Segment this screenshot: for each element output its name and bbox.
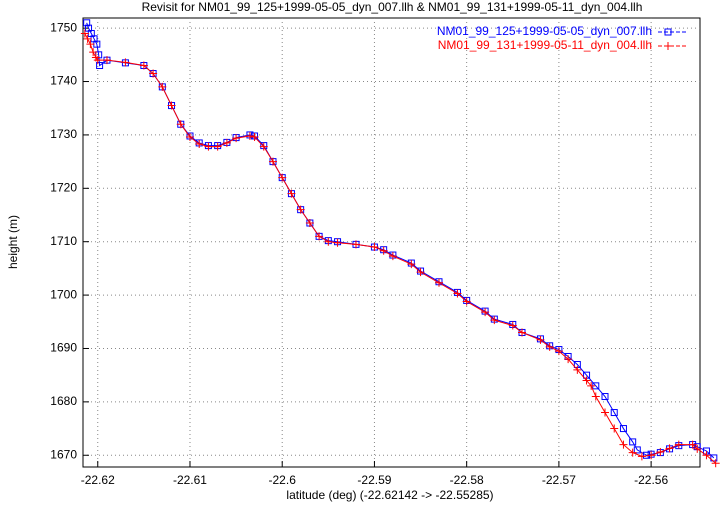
point bbox=[158, 82, 167, 91]
point bbox=[536, 335, 545, 344]
point bbox=[167, 101, 176, 110]
point bbox=[508, 321, 517, 330]
y-tick-label: 1750 bbox=[50, 20, 77, 34]
point bbox=[102, 56, 111, 65]
point bbox=[83, 34, 92, 43]
point bbox=[379, 246, 388, 255]
point bbox=[222, 138, 231, 147]
point bbox=[619, 425, 627, 433]
point bbox=[83, 19, 91, 27]
point bbox=[637, 452, 646, 461]
point bbox=[296, 205, 305, 214]
x-tick-label: -22.61 bbox=[173, 473, 207, 487]
point bbox=[278, 173, 287, 182]
point bbox=[388, 252, 397, 261]
point bbox=[674, 440, 683, 449]
point bbox=[370, 243, 379, 252]
point bbox=[619, 440, 628, 449]
point bbox=[185, 133, 194, 142]
point bbox=[711, 459, 720, 468]
x-tick-label: -22.62 bbox=[81, 473, 115, 487]
point bbox=[601, 408, 610, 417]
point bbox=[665, 444, 674, 453]
y-axis-label: height (m) bbox=[6, 215, 20, 269]
y-tick-label: 1690 bbox=[50, 341, 77, 355]
point bbox=[462, 297, 471, 306]
y-tick-label: 1670 bbox=[50, 447, 77, 461]
point bbox=[545, 342, 554, 351]
x-axis-label: latitude (deg) (-22.62142 -> -22.55285) bbox=[286, 488, 493, 502]
y-tick-label: 1710 bbox=[50, 234, 77, 248]
y-tick-label: 1720 bbox=[50, 180, 77, 194]
point bbox=[688, 440, 697, 449]
legend-marker bbox=[664, 28, 672, 36]
point bbox=[324, 237, 333, 246]
point bbox=[139, 61, 148, 70]
point bbox=[633, 446, 641, 454]
x-tick-label: -22.6 bbox=[269, 473, 297, 487]
point bbox=[204, 142, 213, 151]
y-tick-label: 1680 bbox=[50, 394, 77, 408]
point bbox=[315, 232, 324, 241]
point bbox=[518, 328, 527, 337]
point bbox=[710, 454, 718, 462]
plot-frame bbox=[82, 17, 701, 468]
point bbox=[407, 260, 416, 269]
chart-title: Revisit for NM01_99_125+1999-05-05_dyn_0… bbox=[142, 0, 643, 14]
legend-label: NM01_99_125+1999-05-05_dyn_007.llh bbox=[437, 24, 652, 38]
x-tick-label: -22.56 bbox=[634, 473, 668, 487]
point bbox=[587, 381, 596, 390]
point bbox=[149, 69, 158, 78]
point bbox=[245, 131, 254, 140]
point bbox=[80, 29, 89, 38]
series-line bbox=[84, 33, 717, 464]
point bbox=[176, 120, 185, 129]
point bbox=[93, 56, 102, 65]
point bbox=[573, 365, 582, 374]
point bbox=[351, 240, 360, 249]
point bbox=[628, 448, 637, 457]
point bbox=[656, 448, 665, 457]
y-tick-label: 1700 bbox=[50, 287, 77, 301]
point bbox=[287, 189, 296, 198]
x-tick-label: -22.57 bbox=[542, 473, 576, 487]
point bbox=[213, 142, 222, 151]
point bbox=[647, 451, 656, 460]
point bbox=[629, 438, 637, 446]
y-tick-label: 1740 bbox=[50, 74, 77, 88]
x-tick-label: -22.58 bbox=[450, 473, 484, 487]
point bbox=[250, 133, 259, 142]
point bbox=[481, 308, 490, 317]
point bbox=[693, 444, 702, 453]
point bbox=[601, 393, 609, 401]
point bbox=[591, 392, 600, 401]
point bbox=[434, 278, 443, 287]
point bbox=[702, 451, 711, 460]
point bbox=[610, 409, 618, 417]
point bbox=[232, 134, 241, 143]
point bbox=[582, 376, 591, 385]
point bbox=[333, 238, 342, 247]
point bbox=[121, 58, 130, 67]
point bbox=[453, 289, 462, 298]
point bbox=[416, 268, 425, 277]
legend-marker bbox=[664, 42, 672, 50]
point bbox=[96, 62, 104, 70]
series-line bbox=[86, 22, 715, 459]
point bbox=[554, 347, 563, 356]
point bbox=[490, 316, 499, 325]
point bbox=[268, 157, 277, 166]
point bbox=[86, 40, 95, 49]
point bbox=[305, 219, 314, 228]
point bbox=[89, 48, 98, 57]
point bbox=[610, 424, 619, 433]
y-tick-label: 1730 bbox=[50, 127, 77, 141]
x-tick-label: -22.59 bbox=[357, 473, 391, 487]
legend-label: NM01_99_131+1999-05-11_dyn_004.llh bbox=[438, 38, 652, 52]
point bbox=[564, 355, 573, 364]
point bbox=[259, 142, 268, 151]
point bbox=[195, 139, 204, 148]
